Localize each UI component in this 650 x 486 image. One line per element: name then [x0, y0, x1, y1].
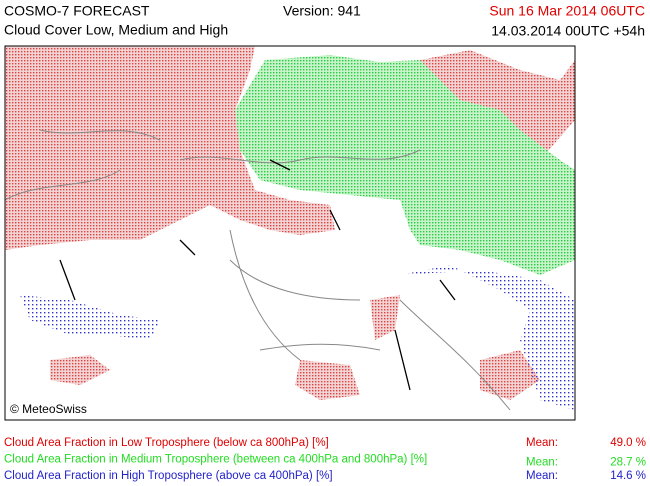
mean-value: 49.0 % — [610, 437, 646, 449]
title: COSMO-7 FORECAST — [4, 3, 150, 19]
low-cloud — [50, 295, 540, 400]
border — [4, 129, 511, 411]
mean-value: 14.6 % — [610, 470, 646, 482]
map-frame — [4, 45, 576, 421]
copyright: © MeteoSwiss — [10, 402, 87, 416]
version: Version: 941 — [283, 3, 361, 19]
valid-time: Sun 16 Mar 2014 06UTC — [489, 3, 645, 19]
mean-value: 28.7 % — [610, 457, 646, 469]
lake-coast — [59, 159, 456, 391]
legend-label: Cloud Area Fraction in High Troposphere … — [4, 470, 333, 482]
mean-label: Mean: — [526, 470, 558, 482]
map: © MeteoSwiss — [4, 45, 576, 421]
legend: Cloud Area Fraction in Low Troposphere (… — [4, 437, 646, 482]
legend-label: Cloud Area Fraction in Low Troposphere (… — [4, 437, 329, 449]
medium-cloud — [235, 55, 575, 275]
mean-label: Mean: — [526, 457, 558, 469]
high-cloud — [20, 295, 160, 340]
subtitle: Cloud Cover Low, Medium and High — [4, 22, 228, 38]
low-cloud — [5, 46, 335, 250]
legend-label: Cloud Area Fraction in Medium Tropospher… — [4, 454, 427, 466]
high-cloud — [400, 265, 575, 410]
run-time: 14.03.2014 00UTC +54h — [491, 23, 645, 39]
mean-label: Mean: — [526, 437, 558, 449]
